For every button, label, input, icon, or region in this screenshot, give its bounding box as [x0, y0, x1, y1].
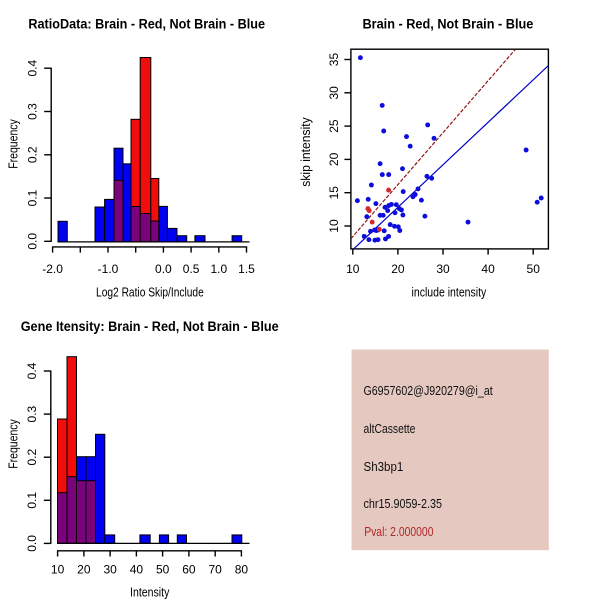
svg-text:Gene Itensity: Brain - Red, No: Gene Itensity: Brain - Red, Not Brain - … [21, 319, 279, 335]
svg-text:chr15.9059-2.35: chr15.9059-2.35 [364, 496, 443, 511]
svg-text:10: 10 [327, 219, 341, 233]
svg-text:0.3: 0.3 [26, 103, 40, 120]
svg-text:Intensity: Intensity [130, 586, 170, 600]
svg-text:60: 60 [182, 563, 196, 577]
svg-text:40: 40 [481, 262, 495, 276]
svg-text:Sh3bp1: Sh3bp1 [364, 459, 404, 474]
svg-text:-2.0: -2.0 [42, 262, 63, 276]
svg-text:0.2: 0.2 [25, 449, 39, 466]
svg-text:20: 20 [77, 563, 91, 577]
svg-text:0.2: 0.2 [26, 146, 40, 163]
svg-text:70: 70 [208, 563, 222, 577]
svg-text:0.3: 0.3 [25, 405, 39, 422]
svg-text:Brain - Red, Not Brain - Blue: Brain - Red, Not Brain - Blue [363, 17, 534, 33]
svg-text:0.0: 0.0 [155, 262, 172, 276]
svg-text:include intensity: include intensity [412, 285, 487, 299]
svg-text:0.5: 0.5 [183, 262, 200, 276]
svg-text:15: 15 [327, 186, 341, 200]
svg-text:10: 10 [51, 563, 65, 577]
svg-text:50: 50 [156, 563, 170, 577]
svg-text:35: 35 [327, 53, 341, 67]
svg-text:Frequency: Frequency [7, 419, 21, 469]
svg-text:1.0: 1.0 [210, 262, 227, 276]
svg-text:altCassette: altCassette [364, 421, 416, 436]
svg-text:40: 40 [130, 563, 144, 577]
svg-text:30: 30 [436, 262, 450, 276]
svg-text:0.1: 0.1 [26, 189, 40, 206]
svg-text:skip intensity: skip intensity [299, 117, 313, 187]
svg-text:G6957602@J920279@i_at: G6957602@J920279@i_at [364, 383, 494, 398]
svg-text:Frequency: Frequency [7, 119, 21, 169]
svg-text:80: 80 [235, 563, 249, 577]
svg-text:25: 25 [327, 119, 341, 133]
svg-text:-1.0: -1.0 [98, 262, 119, 276]
svg-text:0.0: 0.0 [26, 233, 40, 250]
svg-text:0.1: 0.1 [25, 492, 39, 509]
svg-text:Log2 Ratio Skip/Include: Log2 Ratio Skip/Include [96, 285, 204, 299]
svg-text:0.4: 0.4 [26, 60, 40, 77]
svg-text:0.4: 0.4 [25, 362, 39, 379]
svg-text:20: 20 [391, 262, 405, 276]
svg-text:10: 10 [346, 262, 360, 276]
svg-text:30: 30 [327, 86, 341, 100]
svg-text:20: 20 [327, 152, 341, 166]
svg-text:RatioData: Brain - Red, Not Br: RatioData: Brain - Red, Not Brain - Blue [28, 17, 265, 33]
svg-text:0.0: 0.0 [25, 535, 39, 552]
svg-text:1.5: 1.5 [238, 262, 255, 276]
svg-text:50: 50 [527, 262, 541, 276]
svg-text:Pval: 2.000000: Pval: 2.000000 [364, 524, 433, 539]
svg-text:30: 30 [103, 563, 117, 577]
